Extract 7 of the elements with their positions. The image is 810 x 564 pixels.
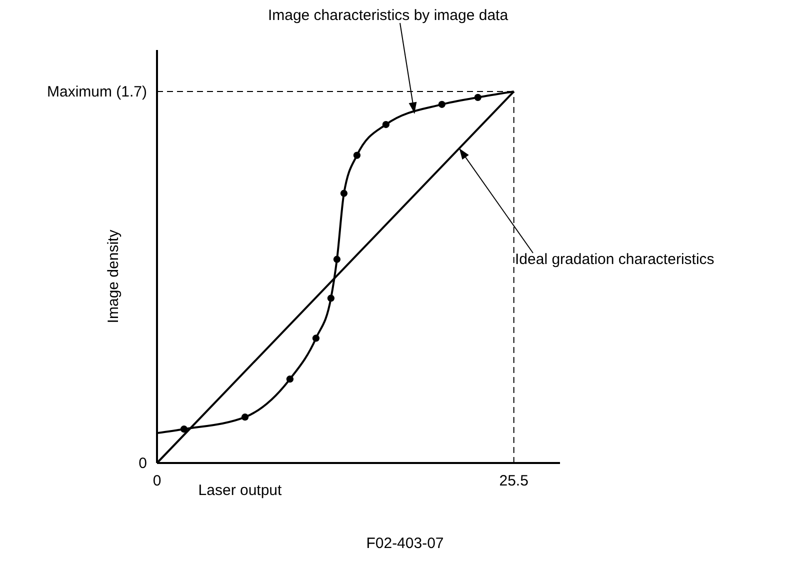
y-axis-title: Image density <box>105 229 122 324</box>
annotation: Ideal gradation characteristics <box>515 251 714 268</box>
annotation: Image characteristics by image data <box>268 7 509 24</box>
y-tick-label: Maximum (1.7) <box>46 83 147 100</box>
x-tick-label: 25.5 <box>499 472 528 490</box>
x-axis-title: Laser output <box>198 482 283 499</box>
text: F02-403-07 <box>366 535 444 552</box>
